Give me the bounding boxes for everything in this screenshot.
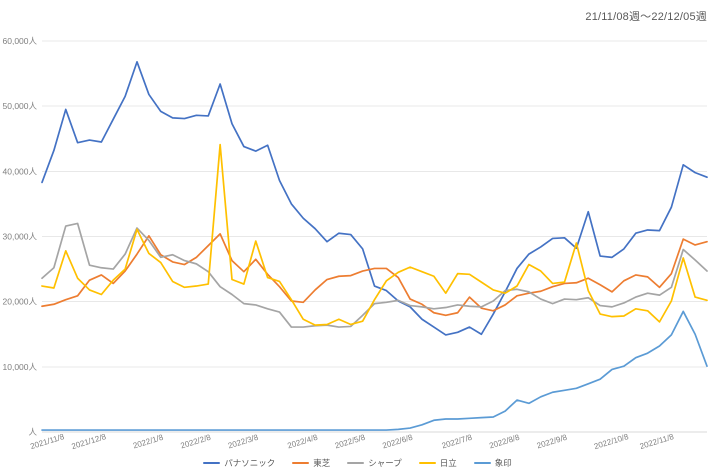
x-axis-tick-label: 2022/8/8 — [488, 433, 521, 451]
legend-color-swatch — [203, 461, 221, 465]
legend-item[interactable]: 東芝 — [292, 457, 330, 469]
y-axis-tick-label: 40,000人 — [3, 166, 38, 176]
legend-color-swatch — [347, 461, 365, 465]
series-line-3 — [41, 143, 708, 326]
legend-item[interactable]: 象印 — [473, 457, 512, 469]
plot-area: 人 10,000人 20,000人 30,000人 40,000人 50,000人 60,0… — [3, 36, 708, 451]
legend-color-swatch — [418, 461, 436, 465]
series-line-1 — [41, 233, 708, 317]
chart-legend: パナソニック 東芝 シャープ 日立 象印 — [0, 454, 715, 472]
series-line-4 — [41, 310, 708, 431]
x-axis-tick-label: 2022/1/8 — [132, 433, 165, 451]
line-chart-svg: 人 10,000人 20,000人 30,000人 40,000人 50,000人 60,0… — [3, 36, 708, 451]
x-axis-tick-label: 2021/12/8 — [70, 432, 107, 451]
legend-item-label: シャープ — [368, 458, 402, 468]
y-axis-tick-label: 10,000人 — [3, 362, 38, 372]
y-axis-tick-label: 30,000人 — [3, 232, 38, 242]
x-axis-tick-label: 2022/5/8 — [334, 433, 367, 451]
series-line-2 — [41, 222, 708, 328]
series-line-0 — [41, 61, 708, 336]
x-axis-tick-label: 2022/4/8 — [286, 433, 319, 451]
x-axis-tick-label: 2022/3/8 — [227, 433, 260, 451]
x-axis-tick-label: 2022/2/8 — [179, 433, 212, 451]
y-axis-tick-label: 50,000人 — [3, 101, 38, 111]
legend-color-swatch — [292, 461, 310, 465]
y-axis-tick-label: 20,000人 — [3, 297, 38, 307]
y-axis-tick-label: 60,000人 — [3, 36, 38, 46]
x-axis-tick-label: 2022/11/8 — [639, 432, 676, 451]
legend-item-label: 東芝 — [313, 458, 331, 468]
legend-color-swatch — [473, 461, 491, 465]
x-axis-tick-label: 2022/6/8 — [381, 433, 414, 451]
legend-item-label: パナソニック — [224, 458, 276, 468]
x-axis-tick-label: 2022/9/8 — [536, 433, 569, 451]
legend-item[interactable]: 日立 — [418, 457, 457, 469]
chart-title: 21/11/08週〜22/12/05週 — [585, 11, 707, 23]
legend-item[interactable]: パナソニック — [203, 457, 275, 469]
legend-item-label: 日立 — [439, 458, 457, 468]
x-axis-tick-label: 2022/10/8 — [593, 432, 630, 451]
y-axis-tick-label: 人 — [28, 427, 37, 437]
x-axis-tick-label: 2022/7/8 — [441, 433, 474, 451]
legend-item-label: 象印 — [494, 458, 512, 468]
legend-item[interactable]: シャープ — [347, 457, 402, 469]
